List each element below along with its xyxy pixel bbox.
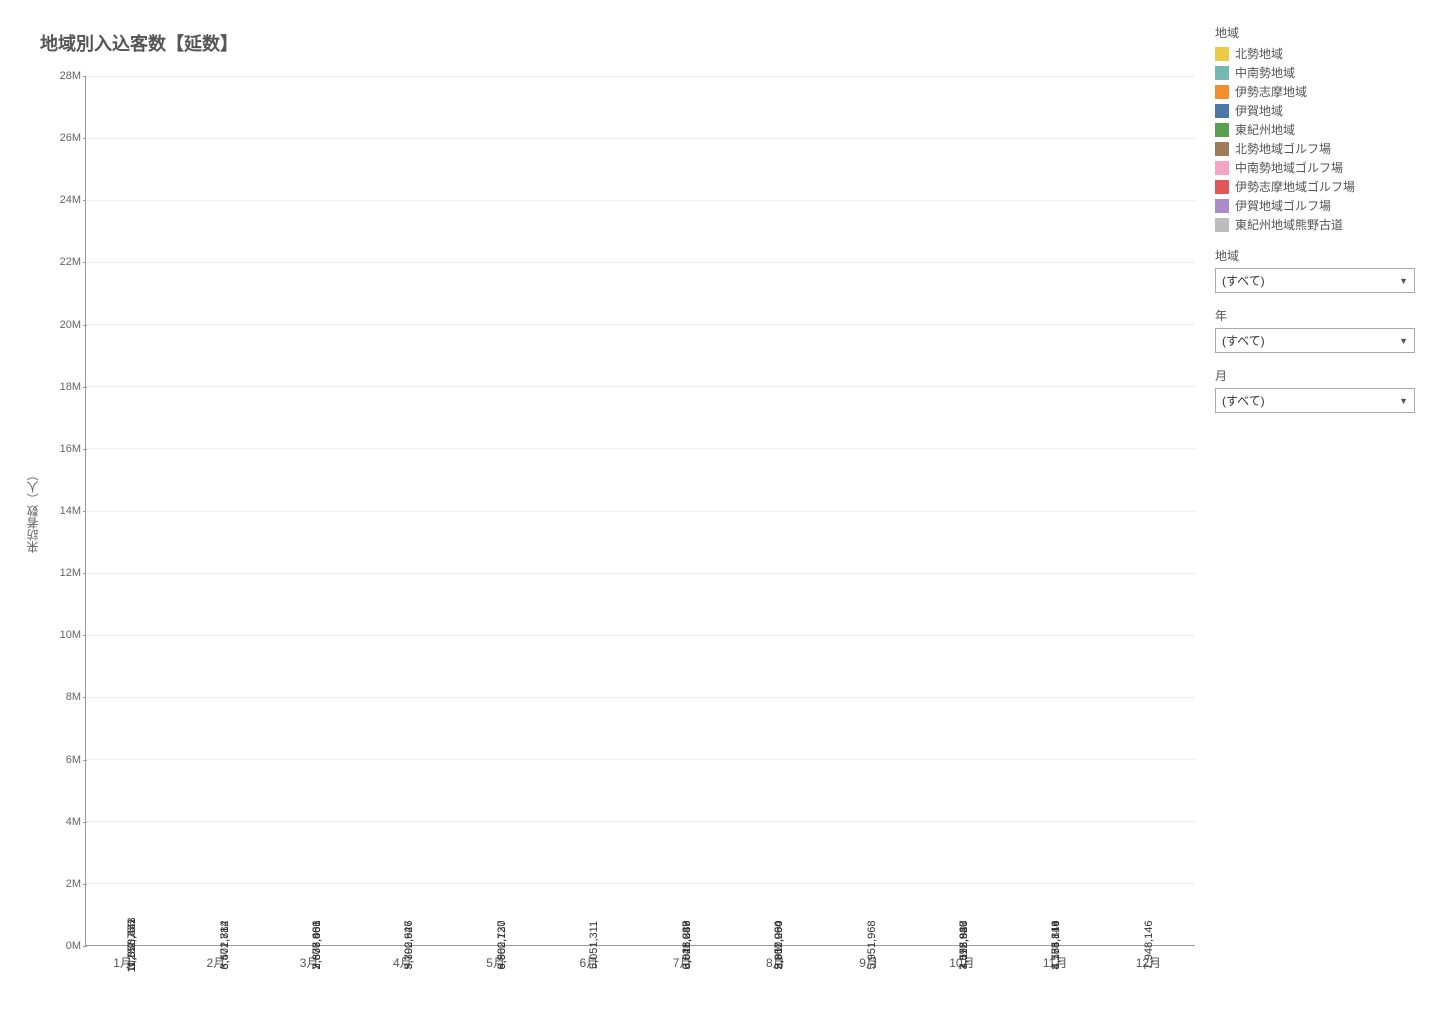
- y-tick: 14M: [60, 505, 81, 517]
- x-axis: 1月2月3月4月5月6月7月8月9月10月11月12月: [76, 946, 1195, 971]
- legend-item-hokusei_golf[interactable]: 北勢地域ゴルフ場: [1215, 140, 1415, 157]
- y-tick: 16M: [60, 443, 81, 455]
- x-tick: 9月: [822, 946, 915, 971]
- legend-item-higashikishu_kumano[interactable]: 東紀州地域熊野古道: [1215, 216, 1415, 233]
- legend-swatch: [1215, 47, 1229, 61]
- legend-label: 伊賀地域: [1235, 102, 1283, 119]
- y-tick: 2M: [66, 878, 81, 890]
- sidebar: 地域 北勢地域中南勢地域伊勢志摩地域伊賀地域東紀州地域北勢地域ゴルフ場中南勢地域…: [1215, 20, 1415, 971]
- filter-label: 地域: [1215, 247, 1415, 264]
- filter-label: 年: [1215, 307, 1415, 324]
- filter-group: 年 (すべて) ▼: [1215, 307, 1415, 353]
- chevron-down-icon: ▼: [1399, 336, 1408, 346]
- filter-group: 地域 (すべて) ▼: [1215, 247, 1415, 293]
- legend-item-hokusei[interactable]: 北勢地域: [1215, 45, 1415, 62]
- legend-swatch: [1215, 85, 1229, 99]
- filter-value: (すべて): [1222, 392, 1265, 409]
- legend-label: 東紀州地域熊野古道: [1235, 216, 1343, 233]
- legend-label: 伊勢志摩地域: [1235, 83, 1307, 100]
- y-tick: 18M: [60, 381, 81, 393]
- dashboard-container: 地域別入込客数【延数】 来訪者数（人） 0M 2M 4M 6M 8M 10M 12M 14M 1…: [20, 20, 1415, 971]
- filter-select[interactable]: (すべて) ▼: [1215, 268, 1415, 293]
- y-tick: 8M: [66, 691, 81, 703]
- x-tick: 3月: [263, 946, 356, 971]
- legend-label: 伊賀地域ゴルフ場: [1235, 197, 1331, 214]
- y-tick: 4M: [66, 816, 81, 828]
- y-tick: 0M: [66, 940, 81, 952]
- legend-swatch: [1215, 66, 1229, 80]
- chevron-down-icon: ▼: [1399, 276, 1408, 286]
- legend-title: 地域: [1215, 24, 1415, 41]
- legend-swatch: [1215, 180, 1229, 194]
- x-tick: 2月: [169, 946, 262, 971]
- legend-swatch: [1215, 161, 1229, 175]
- legend-swatch: [1215, 218, 1229, 232]
- legend-swatch: [1215, 199, 1229, 213]
- y-tick: 20M: [60, 319, 81, 331]
- x-tick: 4月: [356, 946, 449, 971]
- y-tick: 24M: [60, 194, 81, 206]
- x-tick: 6月: [542, 946, 635, 971]
- legend-label: 北勢地域: [1235, 45, 1283, 62]
- legend-label: 東紀州地域: [1235, 121, 1295, 138]
- y-tick: 28M: [60, 70, 81, 82]
- filter-label: 月: [1215, 367, 1415, 384]
- legend-item-chunansei_golf[interactable]: 中南勢地域ゴルフ場: [1215, 159, 1415, 176]
- chart-wrapper: 来訪者数（人） 0M2M4M6M8M10M12M14M16M18M20M22M2…: [20, 76, 1195, 946]
- x-tick: 1月: [76, 946, 169, 971]
- x-tick: 5月: [449, 946, 542, 971]
- x-tick: 8月: [729, 946, 822, 971]
- filter-value: (すべて): [1222, 332, 1265, 349]
- x-tick: 10月: [915, 946, 1008, 971]
- filters: 地域 (すべて) ▼ 年 (すべて) ▼ 月 (すべて) ▼: [1215, 247, 1415, 413]
- legend-label: 伊勢志摩地域ゴルフ場: [1235, 178, 1355, 195]
- legend-item-iga_golf[interactable]: 伊賀地域ゴルフ場: [1215, 197, 1415, 214]
- chart-area: 地域別入込客数【延数】 来訪者数（人） 0M 2M 4M 6M 8M 10M 12M 14M 1…: [20, 20, 1195, 971]
- legend-swatch: [1215, 123, 1229, 137]
- legend-label: 中南勢地域ゴルフ場: [1235, 159, 1343, 176]
- x-tick: 12月: [1102, 946, 1195, 971]
- y-tick: 6M: [66, 754, 81, 766]
- legend-item-iga[interactable]: 伊賀地域: [1215, 102, 1415, 119]
- y-tick: 10M: [60, 629, 81, 641]
- y-axis: 0M2M4M6M8M10M12M14M16M18M20M22M24M26M28M: [45, 76, 85, 946]
- plot-area: 11,358,3513,232,75610,070,4436,472,8843,…: [85, 76, 1195, 946]
- legend-item-iseshima_golf[interactable]: 伊勢志摩地域ゴルフ場: [1215, 178, 1415, 195]
- legend-swatch: [1215, 142, 1229, 156]
- legend-item-chunansei[interactable]: 中南勢地域: [1215, 64, 1415, 81]
- x-tick: 11月: [1009, 946, 1102, 971]
- y-tick: 26M: [60, 132, 81, 144]
- chart-title: 地域別入込客数【延数】: [40, 30, 1195, 56]
- chevron-down-icon: ▼: [1399, 396, 1408, 406]
- legend-label: 北勢地域ゴルフ場: [1235, 140, 1331, 157]
- filter-group: 月 (すべて) ▼: [1215, 367, 1415, 413]
- legend-item-iseshima[interactable]: 伊勢志摩地域: [1215, 83, 1415, 100]
- x-tick: 7月: [636, 946, 729, 971]
- filter-value: (すべて): [1222, 272, 1265, 289]
- legend-label: 中南勢地域: [1235, 64, 1295, 81]
- legend: 北勢地域中南勢地域伊勢志摩地域伊賀地域東紀州地域北勢地域ゴルフ場中南勢地域ゴルフ…: [1215, 45, 1415, 233]
- y-tick: 12M: [60, 567, 81, 579]
- filter-select[interactable]: (すべて) ▼: [1215, 388, 1415, 413]
- filter-select[interactable]: (すべて) ▼: [1215, 328, 1415, 353]
- y-tick: 22M: [60, 256, 81, 268]
- legend-item-higashikishu[interactable]: 東紀州地域: [1215, 121, 1415, 138]
- legend-swatch: [1215, 104, 1229, 118]
- y-axis-label: 来訪者数（人）: [20, 469, 45, 553]
